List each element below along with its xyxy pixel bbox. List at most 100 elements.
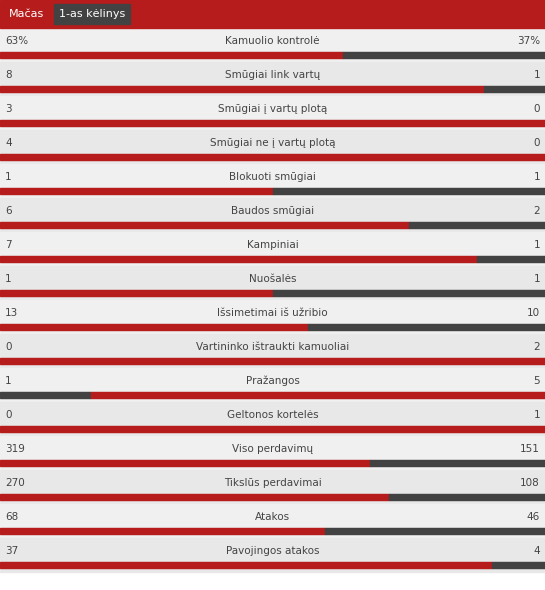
- Bar: [0, 188, 272, 194]
- Text: 0: 0: [534, 138, 540, 148]
- Text: 151: 151: [520, 444, 540, 454]
- Bar: [0, 188, 545, 194]
- Text: 7: 7: [5, 240, 11, 250]
- Text: 2: 2: [534, 206, 540, 216]
- Text: Nuošalės: Nuošalės: [249, 274, 296, 284]
- Text: Vartininko ištraukti kamuoliai: Vartininko ištraukti kamuoliai: [196, 342, 349, 352]
- Bar: [0, 51, 343, 57]
- Bar: [370, 460, 545, 466]
- Text: 46: 46: [527, 512, 540, 522]
- Bar: [0, 120, 545, 126]
- Bar: [0, 562, 492, 568]
- Text: 37: 37: [5, 546, 18, 556]
- Text: Atakos: Atakos: [255, 512, 290, 522]
- Bar: [0, 392, 545, 398]
- Bar: [325, 527, 545, 533]
- Text: Blokuoti smūgiai: Blokuoti smūgiai: [229, 172, 316, 182]
- Bar: [0, 232, 545, 266]
- Bar: [0, 334, 545, 368]
- Bar: [0, 62, 545, 96]
- Bar: [0, 290, 272, 296]
- Text: Smūgiai į vartų plotą: Smūgiai į vartų plotą: [218, 104, 327, 114]
- Text: 1-as kėlinys: 1-as kėlinys: [59, 9, 125, 19]
- Text: 4: 4: [5, 138, 11, 148]
- Text: 4: 4: [534, 546, 540, 556]
- Text: 1: 1: [534, 240, 540, 250]
- Bar: [0, 221, 545, 228]
- Bar: [0, 562, 545, 568]
- Bar: [0, 527, 325, 533]
- Bar: [4, 4, 50, 24]
- Bar: [0, 368, 545, 402]
- Bar: [343, 51, 545, 57]
- Bar: [389, 493, 545, 500]
- Text: 1: 1: [534, 172, 540, 182]
- Text: 1: 1: [5, 376, 11, 386]
- Bar: [477, 255, 545, 261]
- Text: 13: 13: [5, 308, 18, 318]
- Bar: [0, 86, 485, 91]
- Text: 8: 8: [5, 70, 11, 80]
- Text: Smūgiai ne į vartų plotą: Smūgiai ne į vartų plotą: [210, 138, 335, 148]
- Text: Viso perdavimų: Viso perdavimų: [232, 444, 313, 454]
- Bar: [0, 402, 545, 436]
- Text: 63%: 63%: [5, 36, 28, 46]
- Bar: [485, 86, 545, 91]
- Text: 0: 0: [5, 410, 11, 420]
- Text: Baudos smūgiai: Baudos smūgiai: [231, 206, 314, 216]
- Text: 37%: 37%: [517, 36, 540, 46]
- Bar: [54, 4, 130, 24]
- Bar: [0, 255, 477, 261]
- Text: 2: 2: [534, 342, 540, 352]
- Text: 270: 270: [5, 478, 25, 488]
- Bar: [0, 51, 545, 57]
- Bar: [0, 130, 545, 164]
- Text: Tikslūs perdavimai: Tikslūs perdavimai: [223, 478, 322, 488]
- Bar: [0, 153, 545, 159]
- Text: 1: 1: [534, 70, 540, 80]
- Text: 0: 0: [534, 104, 540, 114]
- Text: 3: 3: [5, 104, 11, 114]
- Bar: [0, 358, 545, 363]
- Text: 68: 68: [5, 512, 18, 522]
- Bar: [0, 323, 308, 330]
- Bar: [0, 493, 545, 500]
- Text: Pavojingos atakos: Pavojingos atakos: [226, 546, 319, 556]
- Bar: [0, 493, 389, 500]
- Text: 1: 1: [534, 274, 540, 284]
- Bar: [308, 323, 545, 330]
- Text: 1: 1: [534, 410, 540, 420]
- Text: Pražangos: Pražangos: [246, 376, 299, 386]
- Bar: [0, 290, 545, 296]
- Text: 6: 6: [5, 206, 11, 216]
- Bar: [0, 96, 545, 130]
- Bar: [0, 460, 370, 466]
- Bar: [0, 323, 545, 330]
- Bar: [0, 358, 545, 363]
- Bar: [0, 392, 91, 398]
- Bar: [0, 164, 545, 198]
- Bar: [0, 221, 409, 228]
- Bar: [0, 255, 545, 261]
- Bar: [0, 425, 545, 431]
- Bar: [91, 392, 545, 398]
- Text: 5: 5: [534, 376, 540, 386]
- Bar: [0, 504, 545, 538]
- Text: Išsimetimai iš užribio: Išsimetimai iš užribio: [217, 308, 328, 318]
- Bar: [0, 300, 545, 334]
- Text: 1: 1: [5, 172, 11, 182]
- Bar: [0, 436, 545, 470]
- Bar: [0, 86, 545, 91]
- Text: Kampiniai: Kampiniai: [247, 240, 298, 250]
- Bar: [0, 0, 545, 28]
- Bar: [0, 538, 545, 572]
- Bar: [0, 425, 545, 431]
- Bar: [0, 470, 545, 504]
- Text: 1: 1: [5, 274, 11, 284]
- Bar: [0, 266, 545, 300]
- Bar: [409, 221, 545, 228]
- Text: Geltonos kortelės: Geltonos kortelės: [227, 410, 318, 420]
- Text: 0: 0: [5, 342, 11, 352]
- Bar: [0, 460, 545, 466]
- Bar: [0, 28, 545, 62]
